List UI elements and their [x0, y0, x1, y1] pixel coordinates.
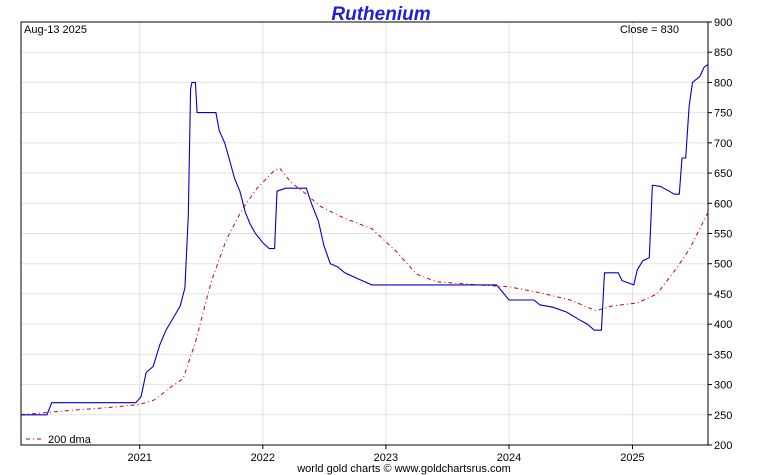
- y-tick-label: 250: [714, 410, 732, 422]
- x-tick-label: 2021: [127, 452, 151, 464]
- dma-200-line: [20, 167, 709, 416]
- y-tick-label: 550: [714, 229, 732, 241]
- x-tick-label: 2025: [620, 452, 644, 464]
- y-tick-label: 500: [714, 259, 732, 271]
- footer-credit: world gold charts © www.goldchartsrus.co…: [296, 463, 511, 475]
- x-tick-label: 2022: [251, 452, 275, 464]
- y-tick-label: 800: [714, 77, 732, 89]
- close-label: Close = 830: [620, 24, 679, 36]
- y-tick-label: 650: [714, 168, 732, 180]
- y-tick-label: 700: [714, 138, 732, 150]
- y-tick-label: 350: [714, 349, 732, 361]
- y-tick-label: 450: [714, 289, 732, 301]
- chart-title: Ruthenium: [331, 4, 430, 25]
- y-tick-label: 300: [714, 380, 732, 392]
- y-tick-label: 750: [714, 108, 732, 120]
- legend-label: 200 dma: [48, 434, 92, 446]
- price-line: [21, 63, 709, 416]
- y-tick-label: 600: [714, 198, 732, 210]
- y-tick-label: 400: [714, 319, 732, 331]
- y-tick-label: 850: [714, 47, 732, 59]
- plot-frame: [20, 21, 709, 446]
- x-tick-label: 2023: [374, 452, 398, 464]
- x-axis: 2021 2022 2023 2024 2025: [127, 445, 645, 464]
- grid-lines: [21, 21, 708, 446]
- y-tick-label: 900: [714, 17, 732, 29]
- y-axis: 200 250 300 350 400 450 500 550 600 650 700 750 800 8…: [708, 17, 732, 452]
- date-label: Aug-13 2025: [24, 24, 87, 36]
- y-tick-label: 200: [714, 440, 732, 452]
- legend: 200 dma: [26, 434, 92, 446]
- x-tick-label: 2024: [497, 452, 521, 464]
